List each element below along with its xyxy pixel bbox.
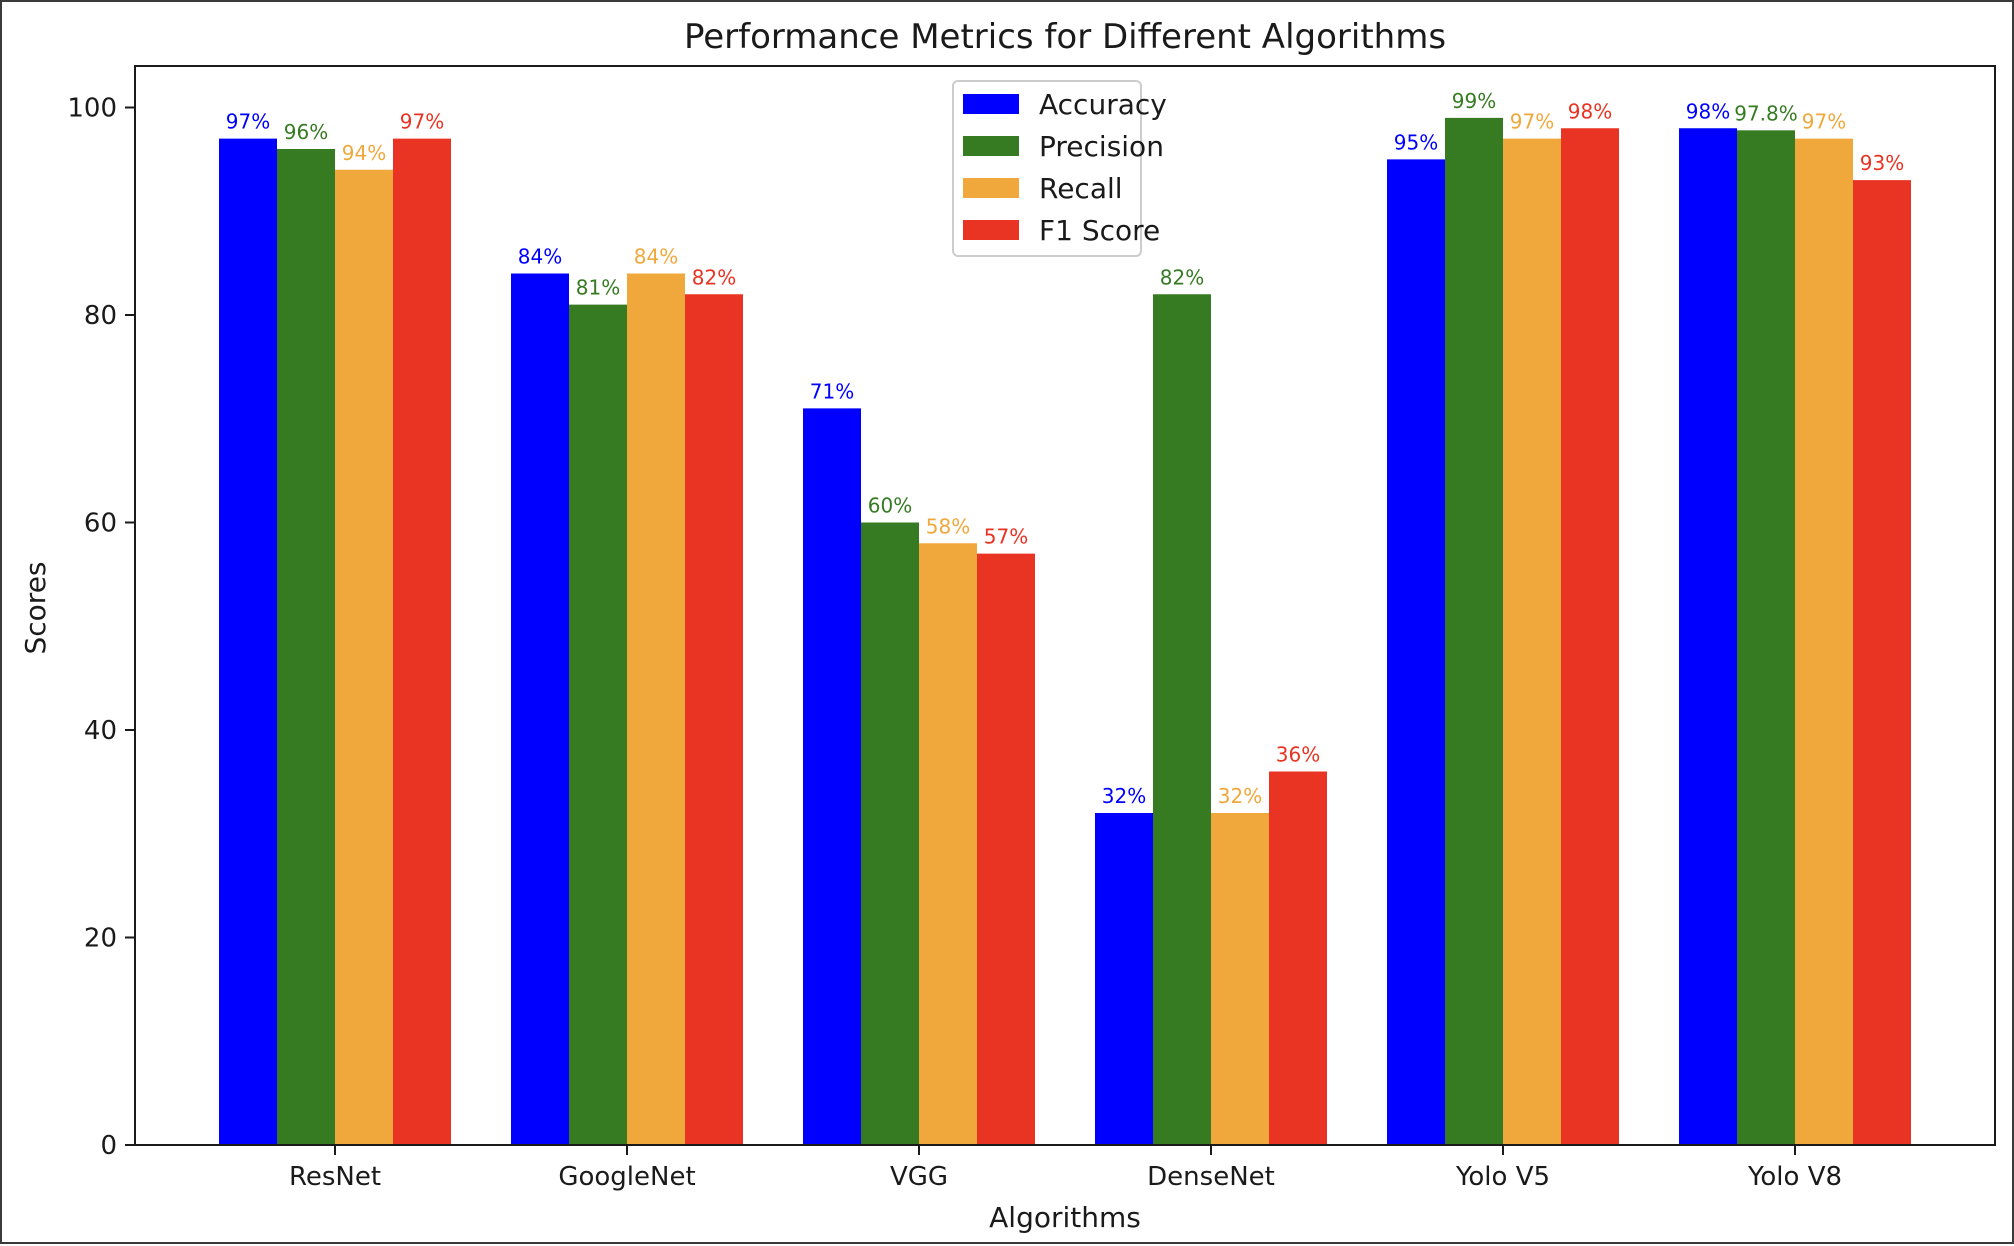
bar-label-recall-yolo-v5: 97% <box>1510 110 1554 134</box>
legend-label-accuracy: Accuracy <box>1039 88 1167 121</box>
y-tick-label: 100 <box>67 94 117 124</box>
bar-precision-yolo-v8 <box>1737 130 1795 1145</box>
bar-f1-score-vgg <box>977 553 1035 1145</box>
bar-f1-score-yolo-v5 <box>1561 128 1619 1145</box>
legend-label-recall: Recall <box>1039 172 1123 205</box>
bar-accuracy-yolo-v8 <box>1679 128 1737 1145</box>
bar-label-accuracy-vgg: 71% <box>810 379 854 403</box>
bar-labels-layer: 97% 84% 71% 32% 95% 98% 96% 81% 60% 82% 99% 97.8% 94… <box>226 89 1904 808</box>
bar-f1-score-resnet <box>393 138 451 1145</box>
bar-recall-resnet <box>335 169 393 1145</box>
bar-accuracy-googlenet <box>511 273 569 1145</box>
bars-layer <box>219 117 1911 1145</box>
legend-box <box>952 80 1142 257</box>
x-tick-label: Yolo V5 <box>1455 1162 1550 1192</box>
legend-label-f1-score: F1 Score <box>1039 214 1160 247</box>
legend-items: Accuracy Precision Recall F1 Score <box>963 88 1167 247</box>
bar-label-precision-vgg: 60% <box>868 494 912 518</box>
y-axis-label: Scores <box>19 561 52 654</box>
legend-swatch-recall <box>963 178 1019 198</box>
bar-precision-yolo-v5 <box>1445 117 1503 1145</box>
x-tick-label: VGG <box>890 1162 948 1192</box>
bar-label-recall-googlenet: 84% <box>634 245 678 269</box>
bar-label-accuracy-yolo-v8: 98% <box>1686 99 1730 123</box>
y-tick-label: 40 <box>84 716 117 746</box>
legend-label-precision: Precision <box>1039 130 1164 163</box>
plot-area-frame <box>134 65 1996 1146</box>
bar-label-recall-yolo-v8: 97% <box>1802 110 1846 134</box>
legend: Accuracy Precision Recall F1 Score <box>952 80 1167 257</box>
y-tick-label: 0 <box>100 1131 117 1161</box>
bar-f1-score-yolo-v8 <box>1853 180 1911 1145</box>
bar-label-precision-densenet: 82% <box>1160 265 1204 289</box>
bar-label-f1-score-vgg: 57% <box>984 525 1028 549</box>
bar-precision-densenet <box>1153 294 1211 1145</box>
y-tick-label: 20 <box>84 924 117 954</box>
bar-precision-vgg <box>861 522 919 1145</box>
x-axis-label: Algorithms <box>989 1201 1141 1234</box>
bar-accuracy-yolo-v5 <box>1387 159 1445 1145</box>
chart-title: Performance Metrics for Different Algori… <box>684 17 1446 57</box>
bar-precision-resnet <box>277 149 335 1145</box>
bar-label-f1-score-densenet: 36% <box>1276 743 1320 767</box>
bar-label-accuracy-googlenet: 84% <box>518 245 562 269</box>
bar-label-accuracy-yolo-v5: 95% <box>1394 130 1438 154</box>
x-tick-label: GoogleNet <box>558 1162 695 1192</box>
bar-recall-vgg <box>919 543 977 1145</box>
bar-label-recall-densenet: 32% <box>1218 784 1262 808</box>
bar-recall-googlenet <box>627 273 685 1145</box>
bar-recall-densenet <box>1211 813 1269 1145</box>
bar-label-f1-score-yolo-v5: 98% <box>1568 99 1612 123</box>
legend-swatch-precision <box>963 136 1019 156</box>
bar-precision-googlenet <box>569 304 627 1145</box>
y-tick-label: 60 <box>84 509 117 539</box>
bar-label-recall-vgg: 58% <box>926 514 970 538</box>
bar-recall-yolo-v8 <box>1795 138 1853 1145</box>
bar-accuracy-resnet <box>219 138 277 1145</box>
x-tick-label: DenseNet <box>1147 1162 1275 1192</box>
x-axis: ResNet GoogleNet VGG DenseNet Yolo V5 Yolo V8 <box>289 1145 1842 1192</box>
bar-accuracy-densenet <box>1095 813 1153 1145</box>
x-tick-label: Yolo V8 <box>1747 1162 1842 1192</box>
bar-f1-score-googlenet <box>685 294 743 1145</box>
legend-swatch-accuracy <box>963 94 1019 114</box>
bar-label-f1-score-resnet: 97% <box>400 110 444 134</box>
bar-label-precision-googlenet: 81% <box>576 276 620 300</box>
x-tick-label: ResNet <box>289 1162 381 1192</box>
bar-accuracy-vgg <box>803 408 861 1145</box>
bar-recall-yolo-v5 <box>1503 138 1561 1145</box>
y-tick-label: 80 <box>84 301 117 331</box>
bar-label-f1-score-yolo-v8: 93% <box>1860 151 1904 175</box>
legend-swatch-f1-score <box>963 220 1019 240</box>
bar-label-precision-yolo-v8: 97.8% <box>1734 101 1798 125</box>
bar-f1-score-densenet <box>1269 771 1327 1145</box>
bar-label-precision-yolo-v5: 99% <box>1452 89 1496 113</box>
bar-label-accuracy-densenet: 32% <box>1102 784 1146 808</box>
bar-label-recall-resnet: 94% <box>342 141 386 165</box>
bar-label-accuracy-resnet: 97% <box>226 110 270 134</box>
y-axis: 0 20 40 60 80 100 <box>67 94 135 1161</box>
bar-label-f1-score-googlenet: 82% <box>692 265 736 289</box>
bar-label-precision-resnet: 96% <box>284 120 328 144</box>
